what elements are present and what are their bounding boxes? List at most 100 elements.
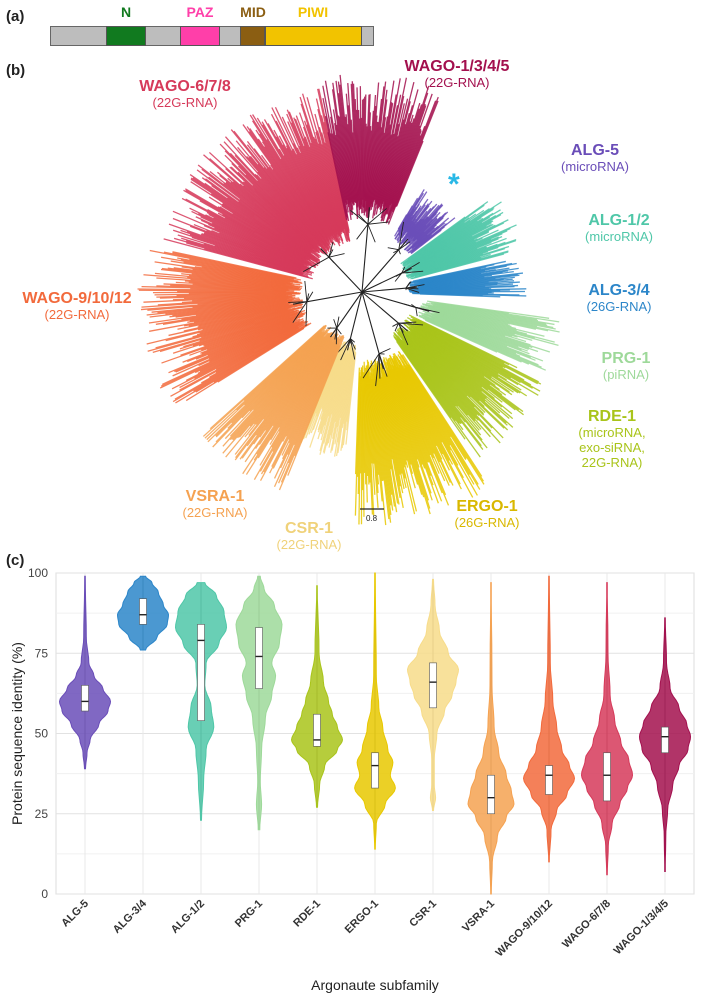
y-tick-label: 50 <box>35 727 49 741</box>
clade-label-wago-9-10-12: WAGO-9/10/12 (22G-RNA) <box>22 290 132 323</box>
tree-internal-branch <box>367 221 390 225</box>
tree-internal-branch <box>394 322 399 332</box>
tree-clade-fan <box>202 291 363 491</box>
phylogenetic-tree <box>137 74 560 526</box>
panel-b-label: (b) <box>6 62 26 79</box>
x-tick-label: CSR-1 <box>407 898 439 930</box>
tree-internal-branch <box>393 249 399 254</box>
x-tick-label: RDE-1 <box>291 898 323 930</box>
violin-iqr-box <box>661 726 669 754</box>
tree-internal-branch <box>330 291 363 338</box>
tree-internal-branch <box>405 287 420 293</box>
clade-label-wago-6-7-8: WAGO-6/7/8 (22G-RNA) <box>139 78 231 111</box>
tree-internal-branch <box>328 253 345 258</box>
domain-mid-label: MID <box>240 4 266 20</box>
tree-leaf-branch <box>354 367 361 475</box>
tree-internal-branch <box>356 223 369 240</box>
y-tick-label: 25 <box>35 807 49 821</box>
tree-internal-branch <box>340 338 351 361</box>
tree-internal-branch <box>405 284 425 289</box>
tree-internal-branch <box>303 256 330 273</box>
violin-iqr-box <box>197 624 205 721</box>
tree-internal-branch <box>398 322 409 346</box>
asterisk-marker: * <box>448 168 460 201</box>
tree-internal-branch <box>336 327 342 335</box>
clade-label-vsra-1: VSRA-1 (22G-RNA) <box>182 488 248 521</box>
tree-internal-branch <box>415 306 421 309</box>
tree-internal-branch <box>405 287 419 290</box>
tree-leaf-branch <box>411 253 505 280</box>
tree-clade-fan <box>354 291 485 526</box>
tree-internal-branch <box>367 208 387 225</box>
x-tick-label: ALG-5 <box>59 898 91 930</box>
clade-label-csr-1: CSR-1 (22G-RNA) <box>276 520 342 553</box>
domain-paz-block <box>180 26 220 46</box>
tree-internal-branch <box>320 248 363 293</box>
tree-internal-branch <box>398 249 401 255</box>
tree-scale-label: 0.8 <box>366 514 378 523</box>
y-axis-label: Protein sequence identity (%) <box>9 642 25 825</box>
violin-body <box>235 575 283 831</box>
violin-iqr-box <box>371 752 379 789</box>
tree-internal-branch <box>336 316 340 329</box>
tree-clade-fan <box>361 201 517 293</box>
tree-internal-branch <box>401 270 424 274</box>
clade-label-alg-3-4: ALG-3/4 (26G-RNA) <box>586 282 652 315</box>
panel-a-label: (a) <box>6 8 25 25</box>
tree-leaf-branch <box>410 229 442 255</box>
violin-iqr-box <box>545 765 553 795</box>
tree-clade-fan <box>300 291 363 457</box>
tree-internal-branch <box>292 301 308 323</box>
clade-label-wago-1-3-4-5: WAGO-1/3/4/5 (22G-RNA) <box>404 58 510 91</box>
tree-leaf-branch <box>396 340 466 440</box>
y-tick-label: 75 <box>35 646 49 660</box>
clade-label-alg-5: ALG-5 (microRNA) <box>561 142 629 175</box>
tree-internal-branch <box>350 210 369 225</box>
domain-mid-block <box>240 26 265 46</box>
tree-internal-branch <box>350 338 355 343</box>
tree-clade-fan <box>361 260 527 298</box>
tree-internal-branch <box>361 238 409 293</box>
clade-label-rde-1: RDE-1 (microRNA, exo-siRNA, 22G-RNA) <box>578 408 646 471</box>
violin-body <box>290 585 344 808</box>
domain-n-label: N <box>120 4 132 20</box>
y-tick-label: 100 <box>28 566 48 580</box>
clade-label-prg-1: PRG-1 (piRNA) <box>601 350 651 383</box>
y-tick-label: 0 <box>41 887 48 901</box>
tree-internal-branch <box>349 338 356 360</box>
tree-internal-branch <box>411 304 417 308</box>
tree-leaf-branch <box>397 350 452 438</box>
violin-body <box>467 582 515 895</box>
tree-leaf-branch <box>425 319 498 353</box>
x-tick-label: ERGO-1 <box>343 898 381 936</box>
violin-body <box>522 575 576 863</box>
violin-iqr-box <box>81 685 89 712</box>
violin-body <box>354 572 396 850</box>
tree-clade-fan <box>361 291 560 371</box>
violin-iqr-box <box>313 713 321 747</box>
tree-internal-branch <box>349 338 356 350</box>
violin-iqr-box <box>255 627 263 689</box>
tree-internal-branch <box>306 291 314 302</box>
tree-internal-branch <box>415 307 418 317</box>
tree-internal-branch <box>288 301 307 303</box>
tree-internal-branch <box>304 280 308 302</box>
tree-internal-branch <box>378 353 381 379</box>
tree-internal-branch <box>398 322 424 326</box>
x-tick-label: ALG-3/4 <box>111 897 150 936</box>
tree-leaf-branch <box>396 140 424 207</box>
tree-internal-branch <box>362 353 380 379</box>
tree-branches <box>137 74 560 526</box>
tree-clade-fan <box>361 291 542 458</box>
tree-clade-fan <box>322 74 439 293</box>
tree-internal-branch <box>367 224 376 243</box>
x-tick-label: ALG-1/2 <box>169 898 207 936</box>
x-tick-label: WAGO-6/7/8 <box>560 898 613 951</box>
tree-internal-branch <box>333 319 338 329</box>
tree-internal-branch <box>398 321 417 324</box>
tree-leaf-branch <box>209 325 325 430</box>
x-tick-label: PRG-1 <box>233 898 265 930</box>
x-tick-label: WAGO-1/3/4/5 <box>612 898 671 957</box>
clade-label-alg-1-2: ALG-1/2 (microRNA) <box>585 212 653 245</box>
